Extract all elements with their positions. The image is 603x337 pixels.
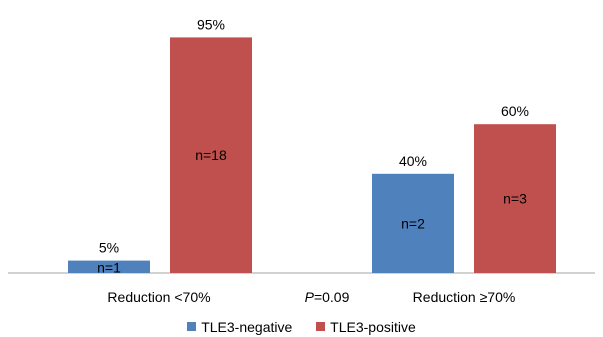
legend-swatch-tle3-negative [187,322,197,331]
bar-tle3-negative-1 [68,260,150,273]
bar-tle3-positive-1 [170,37,252,274]
n-label-tle3-negative-1: n=1 [97,260,121,276]
legend-label-tle3-positive: TLE3-positive [330,318,416,335]
legend-item-tle3-negative: TLE3-negative [187,319,292,335]
category-label-1: Reduction <70% [107,289,210,305]
legend-label-tle3-negative: TLE3-negative [201,318,293,335]
n-label-tle3-positive-1: n=18 [195,147,227,163]
bar-tle3-negative-2 [372,173,454,273]
legend-item-tle3-positive: TLE3-positive [316,319,416,335]
value-label-tle3-positive-1: 95% [197,16,225,32]
p-value-annotation: P=0.09 [305,289,350,305]
legend-swatch-tle3-positive [316,322,326,331]
value-label-tle3-negative-2: 40% [399,153,427,169]
category-label-2: Reduction ≥70% [413,289,516,305]
value-label-tle3-negative-1: 5% [99,240,119,256]
n-label-tle3-positive-2: n=3 [503,191,527,207]
bar-tle3-positive-2 [474,124,556,273]
value-label-tle3-positive-2: 60% [501,103,529,119]
n-label-tle3-negative-2: n=2 [401,215,425,231]
legend: TLE3-negative TLE3-positive [0,318,603,335]
